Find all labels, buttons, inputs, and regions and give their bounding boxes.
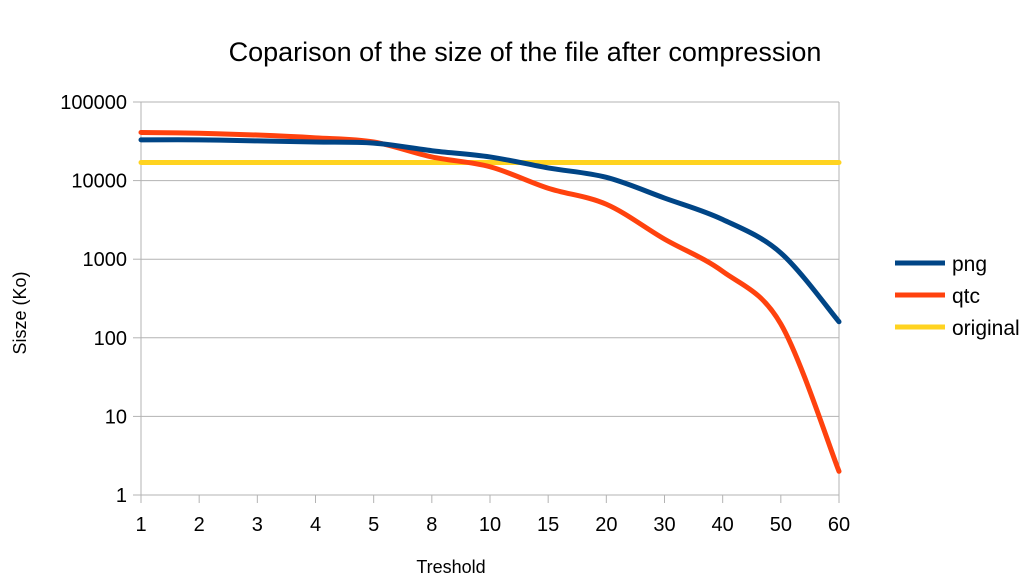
y-tick-label: 1000 xyxy=(83,249,128,271)
x-tick-label: 5 xyxy=(368,514,379,536)
x-tick-label: 50 xyxy=(770,514,792,536)
chart-title: Coparison of the size of the file after … xyxy=(229,37,822,67)
x-tick-label: 1 xyxy=(135,514,146,536)
y-tick-label: 10 xyxy=(105,406,127,428)
legend-label-png: png xyxy=(952,253,987,276)
tick-labels: 1 10 100 1000 10000 100000 1 2 3 4 5 8 10 15 20 30 40 50 6… xyxy=(60,92,850,536)
x-tick-label: 4 xyxy=(310,514,321,536)
series-lines xyxy=(138,129,842,474)
x-tick-label: 3 xyxy=(252,514,263,536)
x-tick-label: 8 xyxy=(426,514,437,536)
x-tick-label: 15 xyxy=(537,514,559,536)
series-line-png xyxy=(138,137,842,325)
x-axis-title: Treshold xyxy=(416,557,485,577)
y-tick-label: 10000 xyxy=(71,171,127,193)
x-tick-label: 2 xyxy=(194,514,205,536)
legend-label-original: original xyxy=(952,317,1020,340)
axes xyxy=(133,101,840,503)
x-tick-label: 60 xyxy=(828,514,850,536)
legend-label-qtc: qtc xyxy=(952,285,980,308)
series-line-qtc xyxy=(138,129,842,474)
x-tick-label: 10 xyxy=(479,514,501,536)
y-tick-label: 100000 xyxy=(60,92,127,114)
y-axis-title: Sisze (Ko) xyxy=(10,271,30,354)
legend: png qtc original xyxy=(895,253,1020,340)
y-tick-label: 100 xyxy=(94,328,127,350)
y-tick-label: 1 xyxy=(116,485,127,507)
x-tick-label: 40 xyxy=(712,514,734,536)
x-tick-label: 20 xyxy=(595,514,617,536)
x-tick-label: 30 xyxy=(653,514,675,536)
